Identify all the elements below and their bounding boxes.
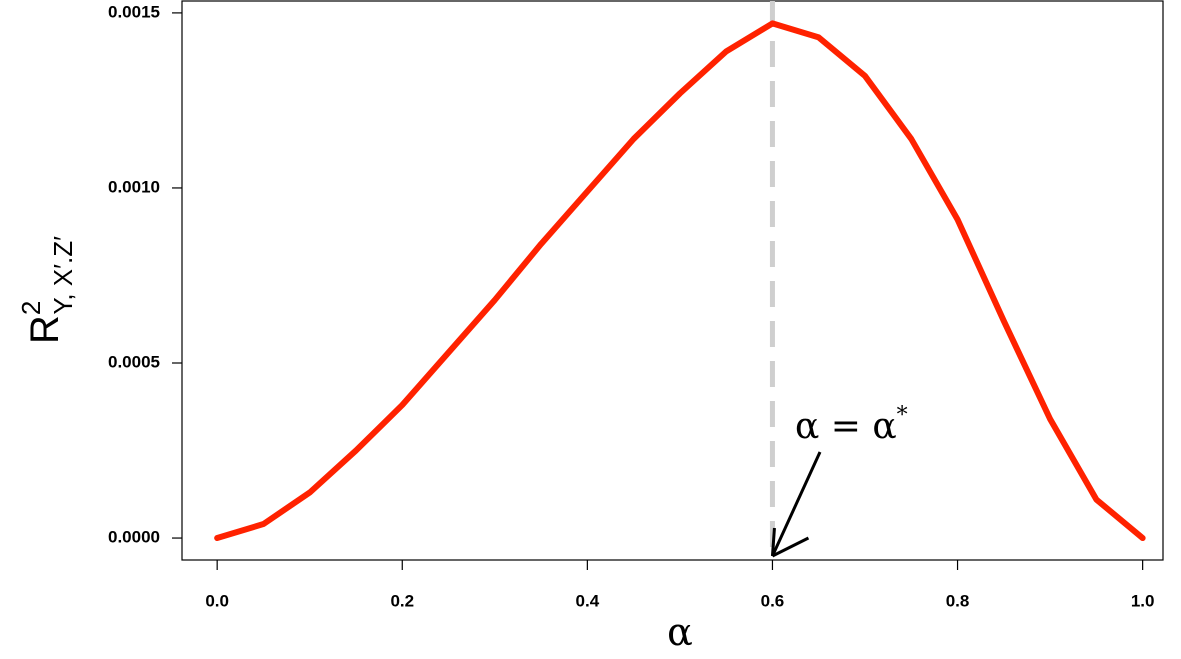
- plot-frame: [181, 0, 1164, 561]
- data-line: [214, 20, 1146, 542]
- x-tick-label: 1.0: [1131, 591, 1155, 610]
- y-label-sup: 2: [16, 301, 46, 315]
- y-label-sub: Y, X′.Z′: [48, 236, 78, 315]
- annotation: α = α*: [795, 403, 908, 447]
- x-tick-label: 0.2: [390, 591, 414, 610]
- y-tick-label: 0.0005: [108, 352, 160, 371]
- y-tick-label: 0.0000: [108, 528, 160, 547]
- annotation-sup: *: [897, 403, 908, 428]
- y-tick-label: 0.0015: [108, 2, 160, 21]
- x-tick-label: 0.6: [761, 591, 785, 610]
- x-tick-label: 0.8: [946, 591, 970, 610]
- x-axis-label: α: [667, 610, 693, 654]
- x-tick-label: 0.4: [576, 591, 600, 610]
- annotation-arrow: [771, 451, 822, 557]
- x-tick-label: 0.0: [205, 591, 229, 610]
- y-axis-label: R2Y, X′.Z′: [16, 236, 78, 344]
- annotation-text: α = α: [795, 406, 897, 447]
- y-tick-label: 0.0010: [108, 177, 160, 196]
- arrow-head: [770, 527, 810, 558]
- y-label-text: R2Y, X′.Z′: [16, 236, 78, 344]
- y-label-base: R: [23, 315, 67, 344]
